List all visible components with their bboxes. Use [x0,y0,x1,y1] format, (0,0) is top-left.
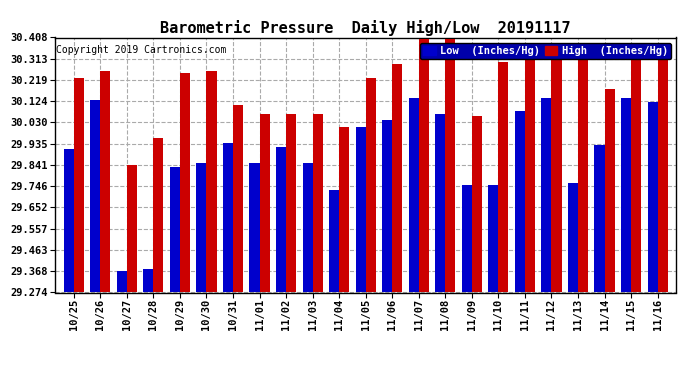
Bar [631,57,641,292]
Bar [408,98,419,292]
Bar [286,114,296,292]
Bar [462,186,472,292]
Bar [658,55,668,292]
Bar [223,143,233,292]
Bar [259,114,270,292]
Bar [568,183,578,292]
Bar [170,168,180,292]
Bar [250,163,259,292]
Bar [515,111,525,292]
Bar [206,71,217,292]
Bar [63,150,74,292]
Bar [382,120,392,292]
Bar [435,114,445,292]
Bar [144,268,153,292]
Bar [445,39,455,292]
Bar [117,271,127,292]
Bar [366,78,376,292]
Title: Barometric Pressure  Daily High/Low  20191117: Barometric Pressure Daily High/Low 20191… [160,20,571,36]
Bar [647,102,658,292]
Bar [604,89,615,292]
Bar [542,98,551,292]
Bar [302,163,313,292]
Bar [153,138,164,292]
Bar [74,78,84,292]
Bar [329,190,339,292]
Bar [392,64,402,292]
Bar [313,114,323,292]
Bar [472,116,482,292]
Bar [100,71,110,292]
Bar [498,62,509,292]
Bar [90,100,100,292]
Bar [339,127,349,292]
Bar [578,57,588,292]
Bar [419,39,429,292]
Legend: Low  (Inches/Hg), High  (Inches/Hg): Low (Inches/Hg), High (Inches/Hg) [420,43,671,59]
Bar [276,147,286,292]
Text: Copyright 2019 Cartronics.com: Copyright 2019 Cartronics.com [57,45,227,55]
Bar [551,57,562,292]
Bar [180,73,190,292]
Bar [355,127,366,292]
Bar [595,145,604,292]
Bar [233,105,243,292]
Bar [621,98,631,292]
Bar [489,186,498,292]
Bar [127,165,137,292]
Bar [525,51,535,292]
Bar [197,163,206,292]
